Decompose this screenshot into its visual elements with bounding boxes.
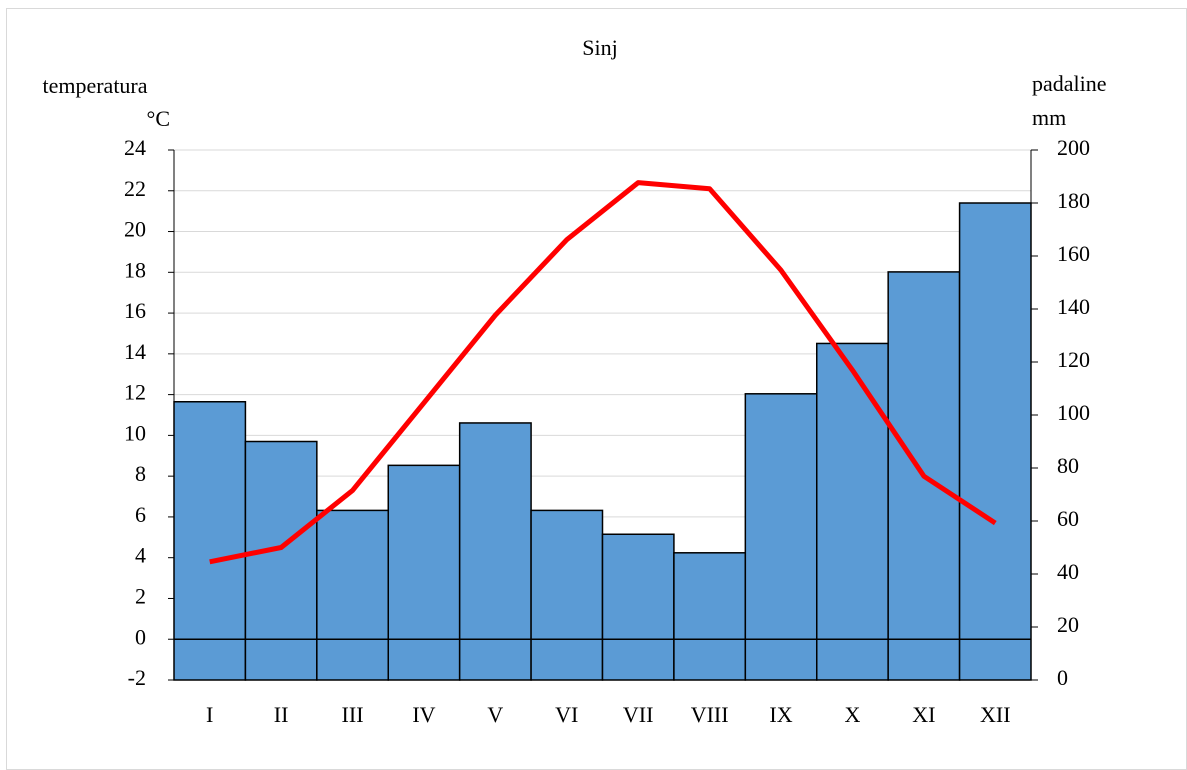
bar bbox=[744, 393, 818, 681]
y2-tick-label: 160 bbox=[1057, 241, 1090, 266]
bar bbox=[458, 422, 532, 681]
y-tick-label: 18 bbox=[124, 257, 146, 282]
y2-tick-label: 0 bbox=[1057, 665, 1068, 690]
x-tick-label: X bbox=[845, 702, 861, 727]
y2-tick-label: 180 bbox=[1057, 188, 1090, 213]
y-tick-label: 4 bbox=[135, 543, 146, 568]
bar bbox=[958, 202, 1032, 681]
x-tick-label: V bbox=[487, 702, 503, 727]
y-tick-label: 8 bbox=[135, 461, 146, 486]
y2-tick-label: 100 bbox=[1057, 400, 1090, 425]
y2-tick-label: 80 bbox=[1057, 453, 1079, 478]
y-tick-label: 2 bbox=[135, 584, 146, 609]
chart-title: Sinj bbox=[582, 35, 617, 60]
y2-axis-label: padaline bbox=[1032, 71, 1107, 96]
x-tick-label: VIII bbox=[691, 702, 729, 727]
y-tick-label: 10 bbox=[124, 420, 146, 445]
bar bbox=[387, 464, 461, 681]
line bbox=[209, 180, 997, 565]
y2-axis-unit: mm bbox=[1032, 105, 1066, 130]
bar bbox=[601, 533, 675, 681]
x-tick-label: II bbox=[274, 702, 289, 727]
y-tick-label: 14 bbox=[124, 339, 146, 364]
y-axis-unit: °C bbox=[147, 106, 170, 131]
y-tick-label: 22 bbox=[124, 176, 146, 201]
x-tick-label: I bbox=[206, 702, 213, 727]
bar bbox=[816, 342, 889, 681]
y2-tick-label: 200 bbox=[1057, 135, 1090, 160]
y-tick-label: 20 bbox=[124, 217, 146, 242]
y2-tick-label: 140 bbox=[1057, 294, 1090, 319]
y-axis-label: temperatura bbox=[42, 73, 147, 98]
y-tick-label: 12 bbox=[124, 380, 146, 405]
x-tick-label: III bbox=[342, 702, 364, 727]
y-tick-label: -2 bbox=[128, 665, 146, 690]
x-tick-label: XII bbox=[980, 702, 1011, 727]
y2-tick-label: 20 bbox=[1057, 612, 1079, 637]
y-tick-label: 16 bbox=[124, 298, 146, 323]
y2-tick-label: 60 bbox=[1057, 506, 1079, 531]
y2-tick-label: 120 bbox=[1057, 347, 1090, 372]
bar bbox=[244, 440, 318, 681]
x-tick-label: IV bbox=[412, 702, 435, 727]
y2-tick-label: 40 bbox=[1057, 559, 1079, 584]
x-tick-label: VII bbox=[623, 702, 654, 727]
x-tick-label: VI bbox=[555, 702, 578, 727]
x-tick-label: XI bbox=[912, 702, 935, 727]
bar bbox=[173, 401, 247, 681]
y-tick-label: 24 bbox=[124, 135, 146, 160]
bar bbox=[316, 509, 390, 681]
y-tick-label: 0 bbox=[135, 624, 146, 649]
y-tick-label: 6 bbox=[135, 502, 146, 527]
bar bbox=[530, 509, 604, 681]
bar bbox=[673, 552, 747, 681]
x-tick-label: IX bbox=[769, 702, 792, 727]
